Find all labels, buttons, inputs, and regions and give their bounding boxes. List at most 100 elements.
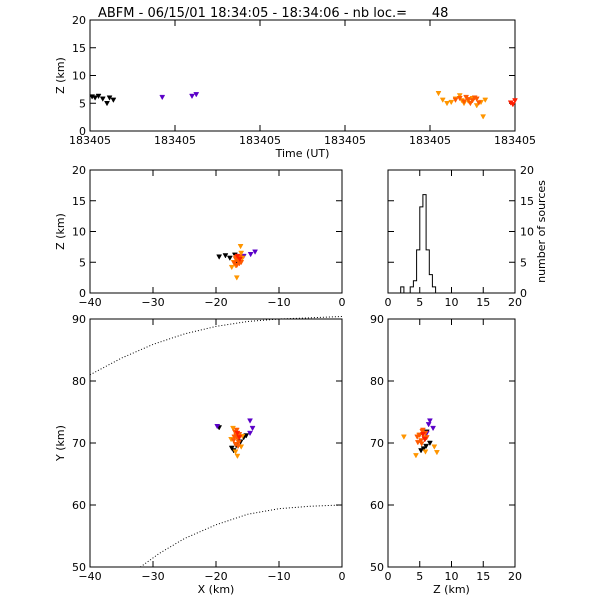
data-point-orange xyxy=(448,99,455,106)
x-tick-label: 183405 xyxy=(239,134,281,147)
data-point-black xyxy=(99,96,106,102)
x-tick-label: 183405 xyxy=(494,134,536,147)
x-tick-label: −40 xyxy=(78,570,101,583)
x-tick-label: 183405 xyxy=(409,134,451,147)
data-point-orange xyxy=(444,101,450,107)
data-point-black xyxy=(95,93,102,100)
panel-x-height: −40 −30 −20 −10 0 0 5 10 15 20 Z (km) xyxy=(54,164,346,309)
data-point-red xyxy=(509,102,516,108)
data-point-red_orange xyxy=(452,97,459,103)
x-tick-label: 10 xyxy=(445,570,459,583)
y-tick-label: 15 xyxy=(72,42,86,55)
y-tick-label: 15 xyxy=(72,195,86,208)
data-point-red xyxy=(420,432,426,438)
histogram-bin xyxy=(423,195,426,293)
x-tick-label: −20 xyxy=(204,570,227,583)
x-tick-label: 0 xyxy=(385,296,392,309)
x-tick-label: 20 xyxy=(508,296,522,309)
x-tick-label: 5 xyxy=(416,570,423,583)
data-point-black xyxy=(92,95,99,101)
data-point-purple xyxy=(252,249,258,255)
data-point-orange xyxy=(400,434,407,440)
data-point-purple xyxy=(247,430,253,437)
y-axis-label: Z (km) xyxy=(54,57,67,94)
x-tick-label: −40 xyxy=(78,296,101,309)
y-tick-label: 10 xyxy=(72,226,86,239)
data-point-black xyxy=(423,443,430,450)
x-tick-label: 15 xyxy=(476,296,490,309)
data-point-purple xyxy=(247,252,254,258)
boundary-line xyxy=(140,504,343,568)
plot-frame xyxy=(387,318,516,568)
x-tick-label: 183405 xyxy=(69,134,111,147)
data-point-red_orange xyxy=(475,100,482,106)
data-point-black xyxy=(418,448,424,454)
data-point-black xyxy=(110,97,117,103)
x-tick-label: −10 xyxy=(267,570,290,583)
data-point-red xyxy=(237,256,243,263)
y-axis-label: number of sources xyxy=(535,180,548,283)
panel-plan-view: −40 −30 −20 −10 0 50 60 70 80 90 X (km) Y (km) xyxy=(54,313,346,596)
data-point-red_orange xyxy=(473,96,480,102)
data-point-red_orange xyxy=(233,263,240,269)
y-tick-label: 50 xyxy=(72,561,86,574)
data-point-red xyxy=(234,430,241,437)
data-point-red_orange xyxy=(418,441,425,447)
histogram-bin xyxy=(420,207,423,293)
data-point-orange xyxy=(228,264,235,271)
boundary-line xyxy=(89,316,343,376)
y-tick-label: 80 xyxy=(72,375,86,388)
y-tick-label: 70 xyxy=(370,437,384,450)
x-axis-label: Time (UT) xyxy=(275,147,330,160)
x-tick-label: −20 xyxy=(204,296,227,309)
data-point-purple xyxy=(430,425,437,432)
data-point-orange xyxy=(439,97,446,103)
x-tick-label: 10 xyxy=(445,296,459,309)
y-tick-label: 50 xyxy=(370,561,384,574)
data-point-purple xyxy=(425,422,432,428)
plot-frame xyxy=(89,169,343,294)
histogram-bin xyxy=(401,287,404,293)
panel-time-height: 183405 183405 183405 183405 183405 1834050510… xyxy=(54,14,536,160)
x-axis-label: X (km) xyxy=(198,583,235,596)
histogram-outline xyxy=(388,194,452,294)
data-point-purple xyxy=(426,418,433,424)
data-point-orange xyxy=(433,450,440,456)
histogram-bin xyxy=(417,250,420,293)
x-axis-label: Z (km) xyxy=(433,583,470,596)
data-point-red_orange xyxy=(420,427,426,433)
x-tick-label: 183405 xyxy=(324,134,366,147)
y-tick-label: 5 xyxy=(79,97,86,110)
data-point-red_orange xyxy=(456,96,463,102)
data-point-red_orange xyxy=(469,98,476,104)
plot-frame xyxy=(387,169,516,294)
y-tick-label: 0 xyxy=(520,287,527,300)
data-point-orange xyxy=(482,97,489,103)
data-point-red_orange xyxy=(231,434,238,440)
y-tick-label: 60 xyxy=(370,499,384,512)
y-tick-label: 20 xyxy=(520,164,534,177)
data-point-orange xyxy=(480,114,487,120)
x-tick-label: 5 xyxy=(416,296,423,309)
x-tick-label: 183405 xyxy=(154,134,196,147)
data-point-orange xyxy=(238,250,245,257)
x-tick-label: 20 xyxy=(508,570,522,583)
y-tick-label: 0 xyxy=(79,287,86,300)
x-tick-label: 0 xyxy=(339,570,346,583)
y-tick-label: 80 xyxy=(370,375,384,388)
x-tick-label: 0 xyxy=(339,296,346,309)
histogram-bin xyxy=(413,281,416,293)
data-point-orange xyxy=(431,444,438,450)
x-tick-label: −30 xyxy=(141,296,164,309)
data-point-purple xyxy=(247,418,253,424)
panel-z-y: 0 5 10 15 20 50 60 70 80 90 Z (km) xyxy=(370,313,522,596)
data-point-orange xyxy=(234,453,241,460)
data-point-red_orange xyxy=(465,97,472,103)
plot-frame xyxy=(89,19,516,132)
data-point-red xyxy=(234,253,241,260)
data-point-red_orange xyxy=(461,99,467,105)
histogram-bin xyxy=(432,287,435,293)
y-axis-label: Z (km) xyxy=(54,213,67,250)
